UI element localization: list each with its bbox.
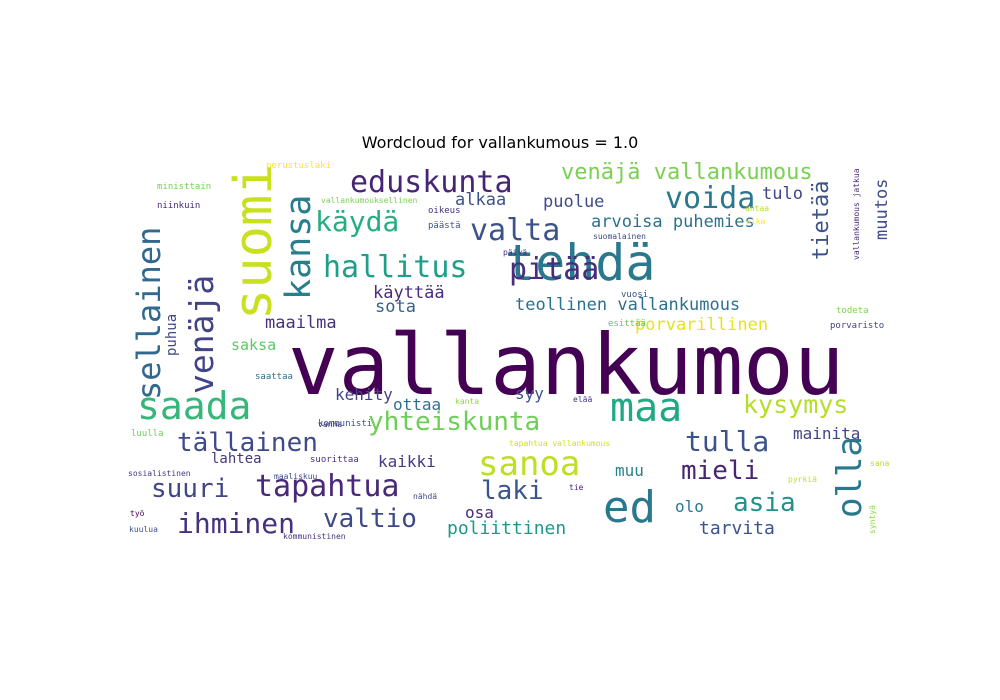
word-valta: valta: [470, 213, 561, 248]
word-voida: voida: [665, 181, 756, 216]
word-suorittaa: suorittaa: [310, 455, 359, 465]
word-puolue: puolue: [543, 192, 605, 212]
word-saattaa: saattaa: [255, 372, 293, 382]
word-työ: työ: [130, 509, 145, 518]
word-luulla: luulla: [131, 429, 164, 439]
word-eduskunta: eduskunta: [350, 165, 513, 200]
word-suomi: suomi: [224, 163, 284, 320]
word-saada: saada: [137, 384, 252, 428]
word-maaliskuu: maaliskuu: [274, 472, 318, 481]
word-kehity: kehity: [335, 385, 393, 404]
word-muutos: muutos: [872, 178, 892, 240]
word-kommunistinen: kommunistinen: [283, 532, 346, 541]
word-arvoisa-puhemies: arvoisa puhemies: [591, 212, 755, 232]
plot-title: Wordcloud for vallankumous = 1.0: [361, 133, 639, 152]
word-tehdä: tehdä: [505, 234, 656, 292]
word-oikeus: oikeus: [428, 206, 461, 216]
word-kuulua: kuulua: [129, 525, 158, 534]
word-cloud: vallankumou suomi tehdä eduskunta sellainen v…: [125, 160, 900, 548]
word-porvaristo: porvaristo: [830, 321, 885, 331]
word-päivä: päivä: [503, 248, 528, 257]
word-sana: sana: [870, 459, 890, 468]
word-laki: laki: [481, 476, 544, 506]
word-sosialistinen: sosialistinen: [128, 469, 191, 478]
word-vallankumous-jatkua: vallankumous jatkua: [852, 168, 861, 260]
word-nähdä: nähdä: [413, 492, 438, 501]
word-sanoa: sanoa: [478, 444, 581, 484]
word-yhteiskunta: yhteiskunta: [368, 407, 541, 437]
word-maa: maa: [610, 385, 683, 431]
word-poliittinen: poliittinen: [447, 518, 567, 539]
word-esittää: esittää: [608, 319, 646, 329]
word-niinkuin: niinkuin: [157, 201, 201, 211]
word-tietää: tietää: [809, 180, 834, 260]
word-puhua: puhua: [164, 313, 180, 356]
word-todeta: todeta: [836, 306, 869, 316]
word-suuri: suuri: [151, 474, 230, 504]
word-olla: olla: [830, 436, 870, 518]
word-ottaa: ottaa: [393, 395, 442, 414]
word-päästä: päästä: [428, 221, 461, 231]
word-lahtea: lahtea: [211, 451, 262, 467]
word-antaa: antaa: [745, 204, 770, 213]
word-syntyä: syntyä: [868, 505, 877, 534]
word-ministtain: ministtain: [157, 182, 212, 192]
word-kommunisti: kommunisti: [318, 419, 373, 429]
word-ihminen: ihminen: [177, 507, 296, 540]
word-perustuslaki: perustuslaki: [266, 161, 332, 171]
word-valtio: valtio: [323, 504, 417, 534]
word-venäjä: venäjä: [182, 274, 221, 394]
word-pyrkiä: pyrkiä: [788, 475, 817, 484]
word-pitää: pitää: [509, 252, 600, 287]
word-tarvita: tarvita: [699, 518, 775, 539]
word-kansa: kansa: [279, 194, 319, 300]
word-alkaa: alkaa: [455, 190, 507, 210]
word-saksa: saksa: [231, 336, 277, 354]
word-hallitus: hallitus: [323, 250, 468, 285]
word-osa: osa: [465, 503, 494, 522]
word-ed: ed: [603, 482, 656, 533]
word-tällainen: tällainen: [177, 428, 318, 458]
word-olo: olo: [675, 497, 704, 516]
word-tapahtua-vallankumous: tapahtua vallankumous: [509, 439, 611, 448]
word-teollinen-vallankumous: teollinen vallankumous: [515, 295, 741, 315]
word-käyttää: käyttää: [373, 283, 445, 303]
word-elää: elää: [573, 395, 593, 404]
word-suomalainen: suomalainen: [593, 232, 646, 241]
word-mieli: mieli: [681, 456, 760, 486]
word-vallankumou: vallankumou: [288, 316, 845, 414]
word-mainita: mainita: [793, 424, 861, 443]
word-venäjä-vallankumous: venäjä vallankumous: [561, 160, 813, 185]
word-tulo: tulo: [762, 184, 803, 204]
word-käydä: käydä: [315, 205, 400, 238]
word-kysymys: kysymys: [743, 390, 849, 419]
word-tapahtua: tapahtua: [255, 469, 400, 504]
word-asia: asia: [733, 488, 796, 518]
word-kaikki: kaikki: [378, 452, 436, 471]
word-vanha: vanha: [318, 420, 343, 429]
word-muu: muu: [615, 461, 644, 480]
word-vuosi: vuosi: [621, 290, 649, 300]
word-tie: tie: [569, 483, 584, 492]
word-kanta: kanta: [455, 397, 480, 406]
word-syy: syy: [515, 384, 544, 403]
word-aika: aika: [746, 217, 766, 226]
word-sellainen: sellainen: [130, 226, 168, 400]
word-vallankumouksellinen: vallankumouksellinen: [321, 196, 418, 205]
word-porvarillinen: porvarillinen: [635, 315, 769, 335]
word-maailma: maailma: [265, 313, 337, 333]
word-tulla: tulla: [685, 425, 770, 458]
word-sota: sota: [375, 297, 416, 317]
